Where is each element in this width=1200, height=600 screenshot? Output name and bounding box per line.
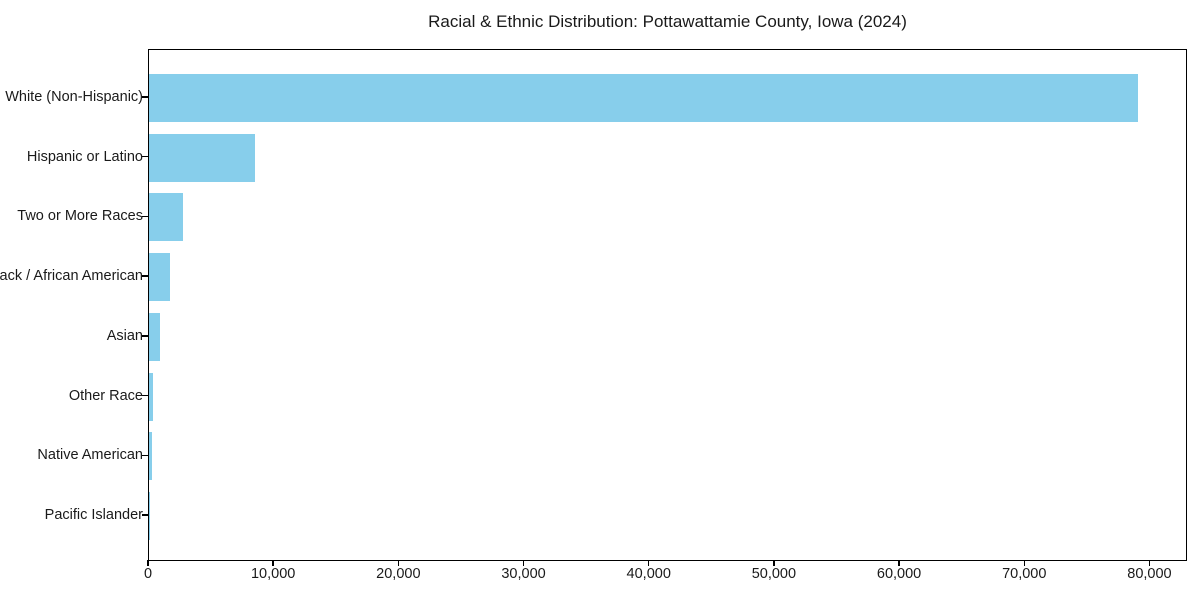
y-axis-label-pacific-islander: Pacific Islander [44, 506, 143, 523]
x-axis-tick-label-60000: 60,000 [876, 566, 922, 582]
x-axis-tick-label-40000: 40,000 [626, 566, 671, 582]
y-axis-label-black-african-american: Black / African American [0, 268, 143, 285]
y-axis-label-hispanic-or-latino: Hispanic or Latino [26, 148, 143, 165]
y-axis-tick [142, 215, 148, 218]
x-axis-tick-label-20000: 20,000 [376, 566, 421, 582]
bar-two-or-more-races [149, 193, 184, 242]
x-axis-tick [522, 560, 525, 566]
x-axis-tick-label-50000: 50,000 [751, 566, 797, 582]
y-axis-tick [142, 514, 148, 516]
x-axis-tick-label-70000: 70,000 [1002, 566, 1047, 582]
y-axis-label-two-or-more-races: Two or More Races [17, 208, 143, 225]
x-axis-tick [773, 560, 775, 566]
y-axis-label-asian: Asian [106, 327, 143, 344]
bar-other-race [149, 372, 154, 421]
y-axis-tick [142, 275, 148, 277]
bar-asian [149, 312, 160, 361]
x-axis-tick-label-10000: 10,000 [250, 566, 296, 582]
bar-black-african-american [149, 253, 171, 302]
y-axis-label-native-american: Native American [37, 447, 143, 464]
x-axis-tick [147, 560, 149, 566]
plot-area [148, 49, 1187, 561]
y-axis-tick [142, 454, 148, 456]
y-axis-label-white-non-hispanic: White (Non-Hispanic) [5, 89, 143, 105]
x-axis-tick [272, 560, 274, 566]
x-axis-tick [1023, 560, 1025, 566]
x-axis-tick [648, 560, 650, 566]
x-axis-tick-label-30000: 30,000 [501, 566, 546, 582]
y-axis-tick [142, 156, 148, 158]
bar-hispanic-or-latino [149, 133, 256, 182]
chart-title: Racial & Ethnic Distribution: Pottawatta… [428, 12, 907, 31]
x-axis-tick-label-80000: 80,000 [1127, 566, 1172, 582]
bar-native-american [149, 432, 153, 481]
y-axis-tick [142, 96, 148, 98]
y-axis-tick [142, 394, 148, 397]
bar-white-non-hispanic [149, 74, 1138, 122]
y-axis-label-other-race: Other Race [68, 387, 143, 404]
y-axis-tick [142, 335, 148, 337]
bar-pacific-islander [149, 491, 150, 540]
x-axis-tick [397, 560, 400, 566]
x-axis-tick [1148, 560, 1151, 566]
x-axis-tick-label-0: 0 [143, 566, 153, 582]
x-axis-tick [898, 560, 900, 566]
